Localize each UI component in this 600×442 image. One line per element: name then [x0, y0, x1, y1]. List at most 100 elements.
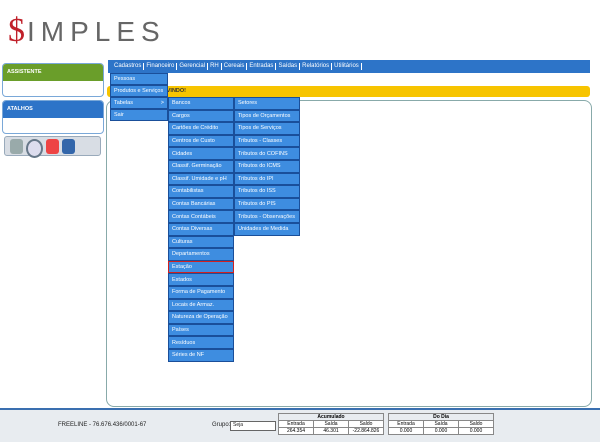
menu-item[interactable]: Financeiro [144, 63, 178, 70]
menu-item[interactable]: Gerencial [177, 63, 209, 70]
menu-option-label: Natureza de Operação [172, 314, 228, 321]
menu-option-label: Estação [172, 264, 192, 271]
table-row: Entrada Saída Saldo [278, 420, 384, 428]
menu-option[interactable]: Contabilistas [168, 185, 234, 198]
menu-option[interactable]: Tributos - Classes [234, 134, 300, 148]
menu-item[interactable]: Utilitários [332, 63, 362, 70]
menu-option-label: Tributos do COFINS [238, 150, 288, 157]
menu-option[interactable]: Classif. Umidade e pH [168, 172, 234, 186]
menu-option[interactable]: Séries de NF [168, 349, 234, 362]
column-header: Entrada [388, 420, 424, 428]
menu-option-label: Contas Bancárias [172, 201, 216, 208]
table-row: Acumulado [278, 413, 384, 421]
column-header: Saída [313, 420, 349, 428]
menu-option-label: Contabilistas [172, 188, 204, 195]
menu-option[interactable]: Culturas [168, 235, 234, 249]
menu-option[interactable]: Tributos - Observações [234, 210, 300, 223]
menu-option[interactable]: Pessoas [110, 73, 168, 85]
menu-option-label: Classif. Germinação [172, 163, 222, 170]
menu-option[interactable]: Estados [168, 273, 234, 286]
value-cell: 0.000 [458, 427, 494, 435]
menu-option-label: Tipos de Orçamentos [238, 112, 291, 119]
menu-option-label: Cidades [172, 150, 193, 157]
menu-option-label: Tributos - Classes [238, 138, 283, 145]
footer: FREELINE - 76.676.436/0001-67 Grupo: Sej… [0, 408, 600, 442]
menu-option[interactable]: Tributos do IPI [234, 172, 300, 186]
assistant-panel: ASSISTENTE [2, 63, 104, 97]
welcome-bar: BEM VINDO! [107, 86, 590, 97]
logo-symbol: $ [8, 12, 27, 49]
menu-option[interactable]: Forma de Pagamento [168, 286, 234, 299]
menu-item[interactable]: Cereais [222, 63, 248, 70]
menu-option[interactable]: Classif. Germinação [168, 160, 234, 173]
menu-item[interactable]: RH [208, 63, 222, 70]
menu-option[interactable]: Tributos do PIS [234, 197, 300, 211]
menu-option[interactable]: Tabelas > [110, 97, 168, 109]
menu-option-label: Resíduos [172, 339, 196, 346]
calendar-icon[interactable] [46, 139, 59, 154]
menu-option[interactable]: Cidades [168, 147, 234, 160]
menu-option[interactable]: Locais de Armaz. [168, 298, 234, 312]
menu-option-label: Tributos do PIS [238, 201, 276, 208]
shortcuts-header[interactable]: ATALHOS [3, 101, 103, 118]
menu-option[interactable]: Contas Diversas [168, 223, 234, 236]
menu-option[interactable]: Centros de Custo [168, 134, 234, 148]
menu-option[interactable]: Cargos [168, 109, 234, 123]
menu-option[interactable]: Tributos do ISS [234, 185, 300, 198]
menu-option[interactable]: Departamentos [168, 248, 234, 261]
today-table: Do Dia Entrada Saída Saldo 0.000 0.000 0.000 [388, 413, 494, 435]
menu-option[interactable]: Resíduos [168, 336, 234, 349]
value-cell: 264.354 [278, 427, 314, 435]
menu-option-label: Departamentos [172, 251, 210, 258]
menu-option[interactable]: Estação [168, 260, 234, 274]
menu-option-label: Produtos e Serviços [114, 88, 164, 94]
menu-option-label: Setores [238, 100, 257, 107]
user-icon[interactable] [62, 139, 75, 154]
menu-option[interactable]: Contas Bancárias [168, 197, 234, 211]
group-select[interactable]: Seja [230, 421, 276, 431]
menu-option[interactable]: Cartões de Crédito [168, 122, 234, 135]
table-title: Acumulado [278, 413, 384, 421]
menu-item[interactable]: Cadastros [112, 63, 145, 70]
menu-option-label: Cartões de Crédito [172, 125, 219, 132]
menu-option-label: Contas Contábeis [172, 213, 216, 220]
menu-option-label: Classif. Umidade e pH [172, 175, 227, 182]
shortcuts-panel: ATALHOS [2, 100, 104, 134]
search-icon[interactable] [26, 139, 43, 158]
menu-option-label: Tributos do IPI [238, 175, 274, 182]
menu-option[interactable]: Sair [110, 109, 168, 121]
table-row: 264.354 46.301 -22.864.826 [278, 427, 384, 435]
table-row: 0.000 0.000 0.000 [388, 427, 494, 435]
menu-option[interactable]: Unidades de Medida [234, 223, 300, 236]
menu-option-label: Séries de NF [172, 352, 205, 359]
menu-option-label: Estados [172, 276, 192, 283]
column-header: Saída [423, 420, 459, 428]
menu-option[interactable]: Produtos e Serviços [110, 85, 168, 97]
table-row: Entrada Saída Saldo [388, 420, 494, 428]
value-cell: -22.864.826 [348, 427, 384, 435]
menu-item[interactable]: Saídas [276, 63, 301, 70]
menu-option[interactable]: Contas Contábeis [168, 210, 234, 223]
menu-option[interactable]: Tributos do ICMS [234, 160, 300, 173]
menu-option[interactable]: Países [168, 323, 234, 337]
menu-option-label: Centros de Custo [172, 138, 215, 145]
menu-option-label: Tipos de Serviços [238, 125, 282, 132]
menu-option[interactable]: Bancos [168, 97, 234, 110]
calculator-icon[interactable] [10, 139, 23, 154]
menu-option[interactable]: Setores [234, 97, 300, 110]
column-header: Saldo [348, 420, 384, 428]
menu-option-label: Cargos [172, 112, 190, 119]
menu-item[interactable]: Relatórios [300, 63, 333, 70]
column-header: Entrada [278, 420, 314, 428]
menu-option[interactable]: Tributos do COFINS [234, 147, 300, 160]
menu-option[interactable]: Natureza de Operação [168, 311, 234, 324]
menu-option-label: Forma de Pagamento [172, 289, 226, 296]
table-row: Do Dia [388, 413, 494, 421]
logo: $IMPLES [8, 12, 166, 50]
assistant-header[interactable]: ASSISTENTE [3, 64, 103, 81]
menu-option[interactable]: Tipos de Orçamentos [234, 109, 300, 123]
menu-item[interactable]: Entradas [247, 63, 277, 70]
menu-option[interactable]: Tipos de Serviços [234, 122, 300, 135]
shortcut-icons [4, 136, 101, 158]
